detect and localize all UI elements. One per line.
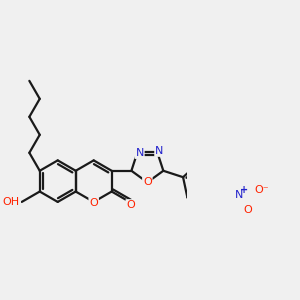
Text: O: O xyxy=(126,200,135,210)
Text: O: O xyxy=(244,205,252,215)
Text: N: N xyxy=(135,148,144,158)
Text: +: + xyxy=(241,185,249,195)
Text: O: O xyxy=(89,198,98,208)
Text: OH: OH xyxy=(2,197,20,207)
Text: O: O xyxy=(143,177,152,188)
Text: N: N xyxy=(155,146,164,156)
Text: N: N xyxy=(235,190,244,200)
Text: O⁻: O⁻ xyxy=(254,185,269,195)
